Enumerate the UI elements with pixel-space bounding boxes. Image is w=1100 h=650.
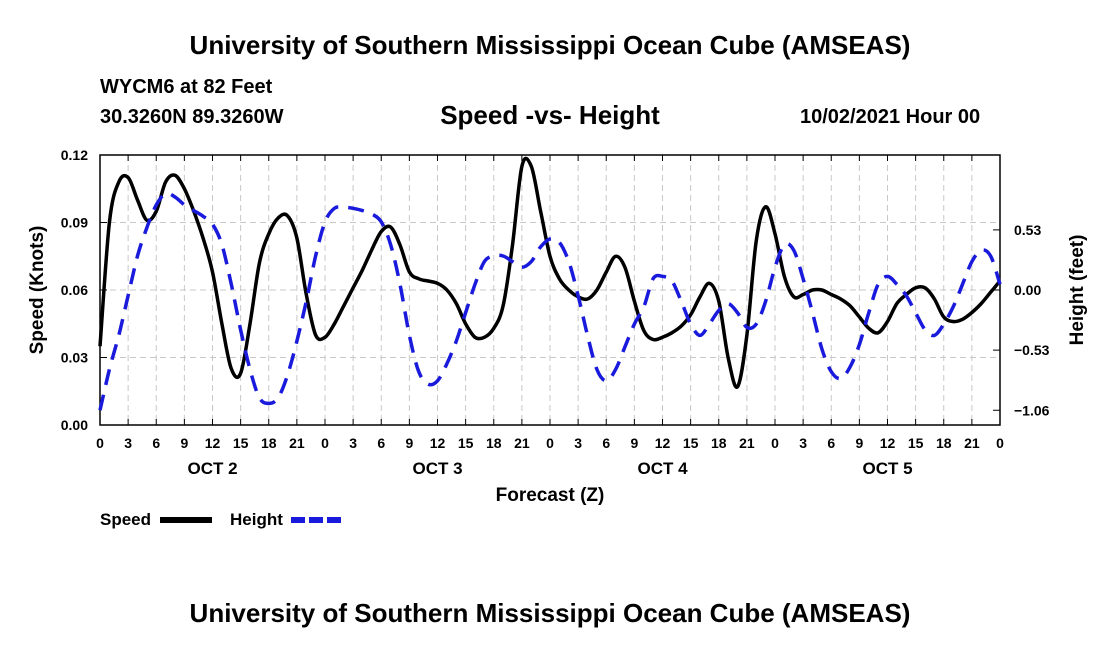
x-tick-label: 3 xyxy=(574,435,582,451)
page-title: University of Southern Mississippi Ocean… xyxy=(189,30,911,60)
x-tick-label: 9 xyxy=(630,435,638,451)
x-tick-label: 12 xyxy=(655,435,671,451)
x-tick-label: 21 xyxy=(739,435,755,451)
x-tick-label: 0 xyxy=(996,435,1004,451)
y2-axis-title: Height (feet) xyxy=(1067,235,1088,346)
y-tick-label: 0.09 xyxy=(61,215,88,231)
x-tick-label: 18 xyxy=(261,435,277,451)
footer-title: University of Southern Mississippi Ocean… xyxy=(189,598,911,628)
day-label: OCT 5 xyxy=(862,459,912,478)
legend-height-label: Height xyxy=(230,510,283,529)
y-tick-label: 0.12 xyxy=(61,147,88,163)
x-tick-label: 6 xyxy=(602,435,610,451)
x-tick-label: 6 xyxy=(377,435,385,451)
x-tick-label: 18 xyxy=(936,435,952,451)
forecast-datetime: 10/02/2021 Hour 00 xyxy=(800,106,981,128)
chart-title: Speed -vs- Height xyxy=(440,100,660,130)
series-height-line xyxy=(98,191,1002,411)
x-tick-label: 18 xyxy=(711,435,727,451)
y-tick-label: 0.00 xyxy=(61,417,88,433)
x-tick-label: 15 xyxy=(458,435,474,451)
x-tick-label: 0 xyxy=(546,435,554,451)
station-label: WYCM6 at 82 Feet xyxy=(100,76,273,98)
x-tick-label: 3 xyxy=(124,435,132,451)
x-tick-label: 0 xyxy=(321,435,329,451)
x-tick-label: 15 xyxy=(683,435,699,451)
x-tick-label: 12 xyxy=(430,435,446,451)
x-tick-label: 0 xyxy=(96,435,104,451)
x-tick-label: 0 xyxy=(771,435,779,451)
coordinates-label: 30.3260N 89.3260W xyxy=(100,106,284,128)
x-tick-label: 15 xyxy=(233,435,249,451)
day-label: OCT 2 xyxy=(187,459,237,478)
x-tick-label: 15 xyxy=(908,435,924,451)
x-axis-title: Forecast (Z) xyxy=(496,485,605,506)
series-layer xyxy=(98,156,1002,411)
legend-speed-label: Speed xyxy=(100,510,151,529)
x-tick-label: 3 xyxy=(349,435,357,451)
day-label: OCT 3 xyxy=(412,459,462,478)
y2-tick-label: −1.06 xyxy=(1014,402,1050,418)
x-tick-label: 6 xyxy=(152,435,160,451)
x-tick-label: 21 xyxy=(289,435,305,451)
y-axis-title: Speed (Knots) xyxy=(27,226,48,355)
x-tick-label: 12 xyxy=(880,435,896,451)
y-tick-label: 0.06 xyxy=(61,282,88,298)
x-tick-label: 12 xyxy=(205,435,221,451)
x-tick-label: 21 xyxy=(964,435,980,451)
x-tick-label: 9 xyxy=(405,435,413,451)
x-tick-label: 9 xyxy=(855,435,863,451)
y2-tick-label: 0.00 xyxy=(1014,282,1041,298)
axis-ticks: 0 3 6 9 12 15 18 21 0 3 6 9 12 15 18 21 0 3 6 9 12 15 18 21 0 3 6 9… xyxy=(61,147,1050,478)
y-tick-label: 0.03 xyxy=(61,350,88,366)
x-tick-label: 21 xyxy=(514,435,530,451)
x-tick-label: 3 xyxy=(799,435,807,451)
series-speed-line xyxy=(98,156,1002,389)
x-tick-label: 9 xyxy=(180,435,188,451)
x-tick-label: 18 xyxy=(486,435,502,451)
x-tick-label: 6 xyxy=(827,435,835,451)
y2-tick-label: −0.53 xyxy=(1014,342,1050,358)
y2-tick-label: 0.53 xyxy=(1014,222,1041,238)
grid xyxy=(100,155,1000,425)
legend: Speed Height xyxy=(100,510,343,529)
day-label: OCT 4 xyxy=(637,459,688,478)
